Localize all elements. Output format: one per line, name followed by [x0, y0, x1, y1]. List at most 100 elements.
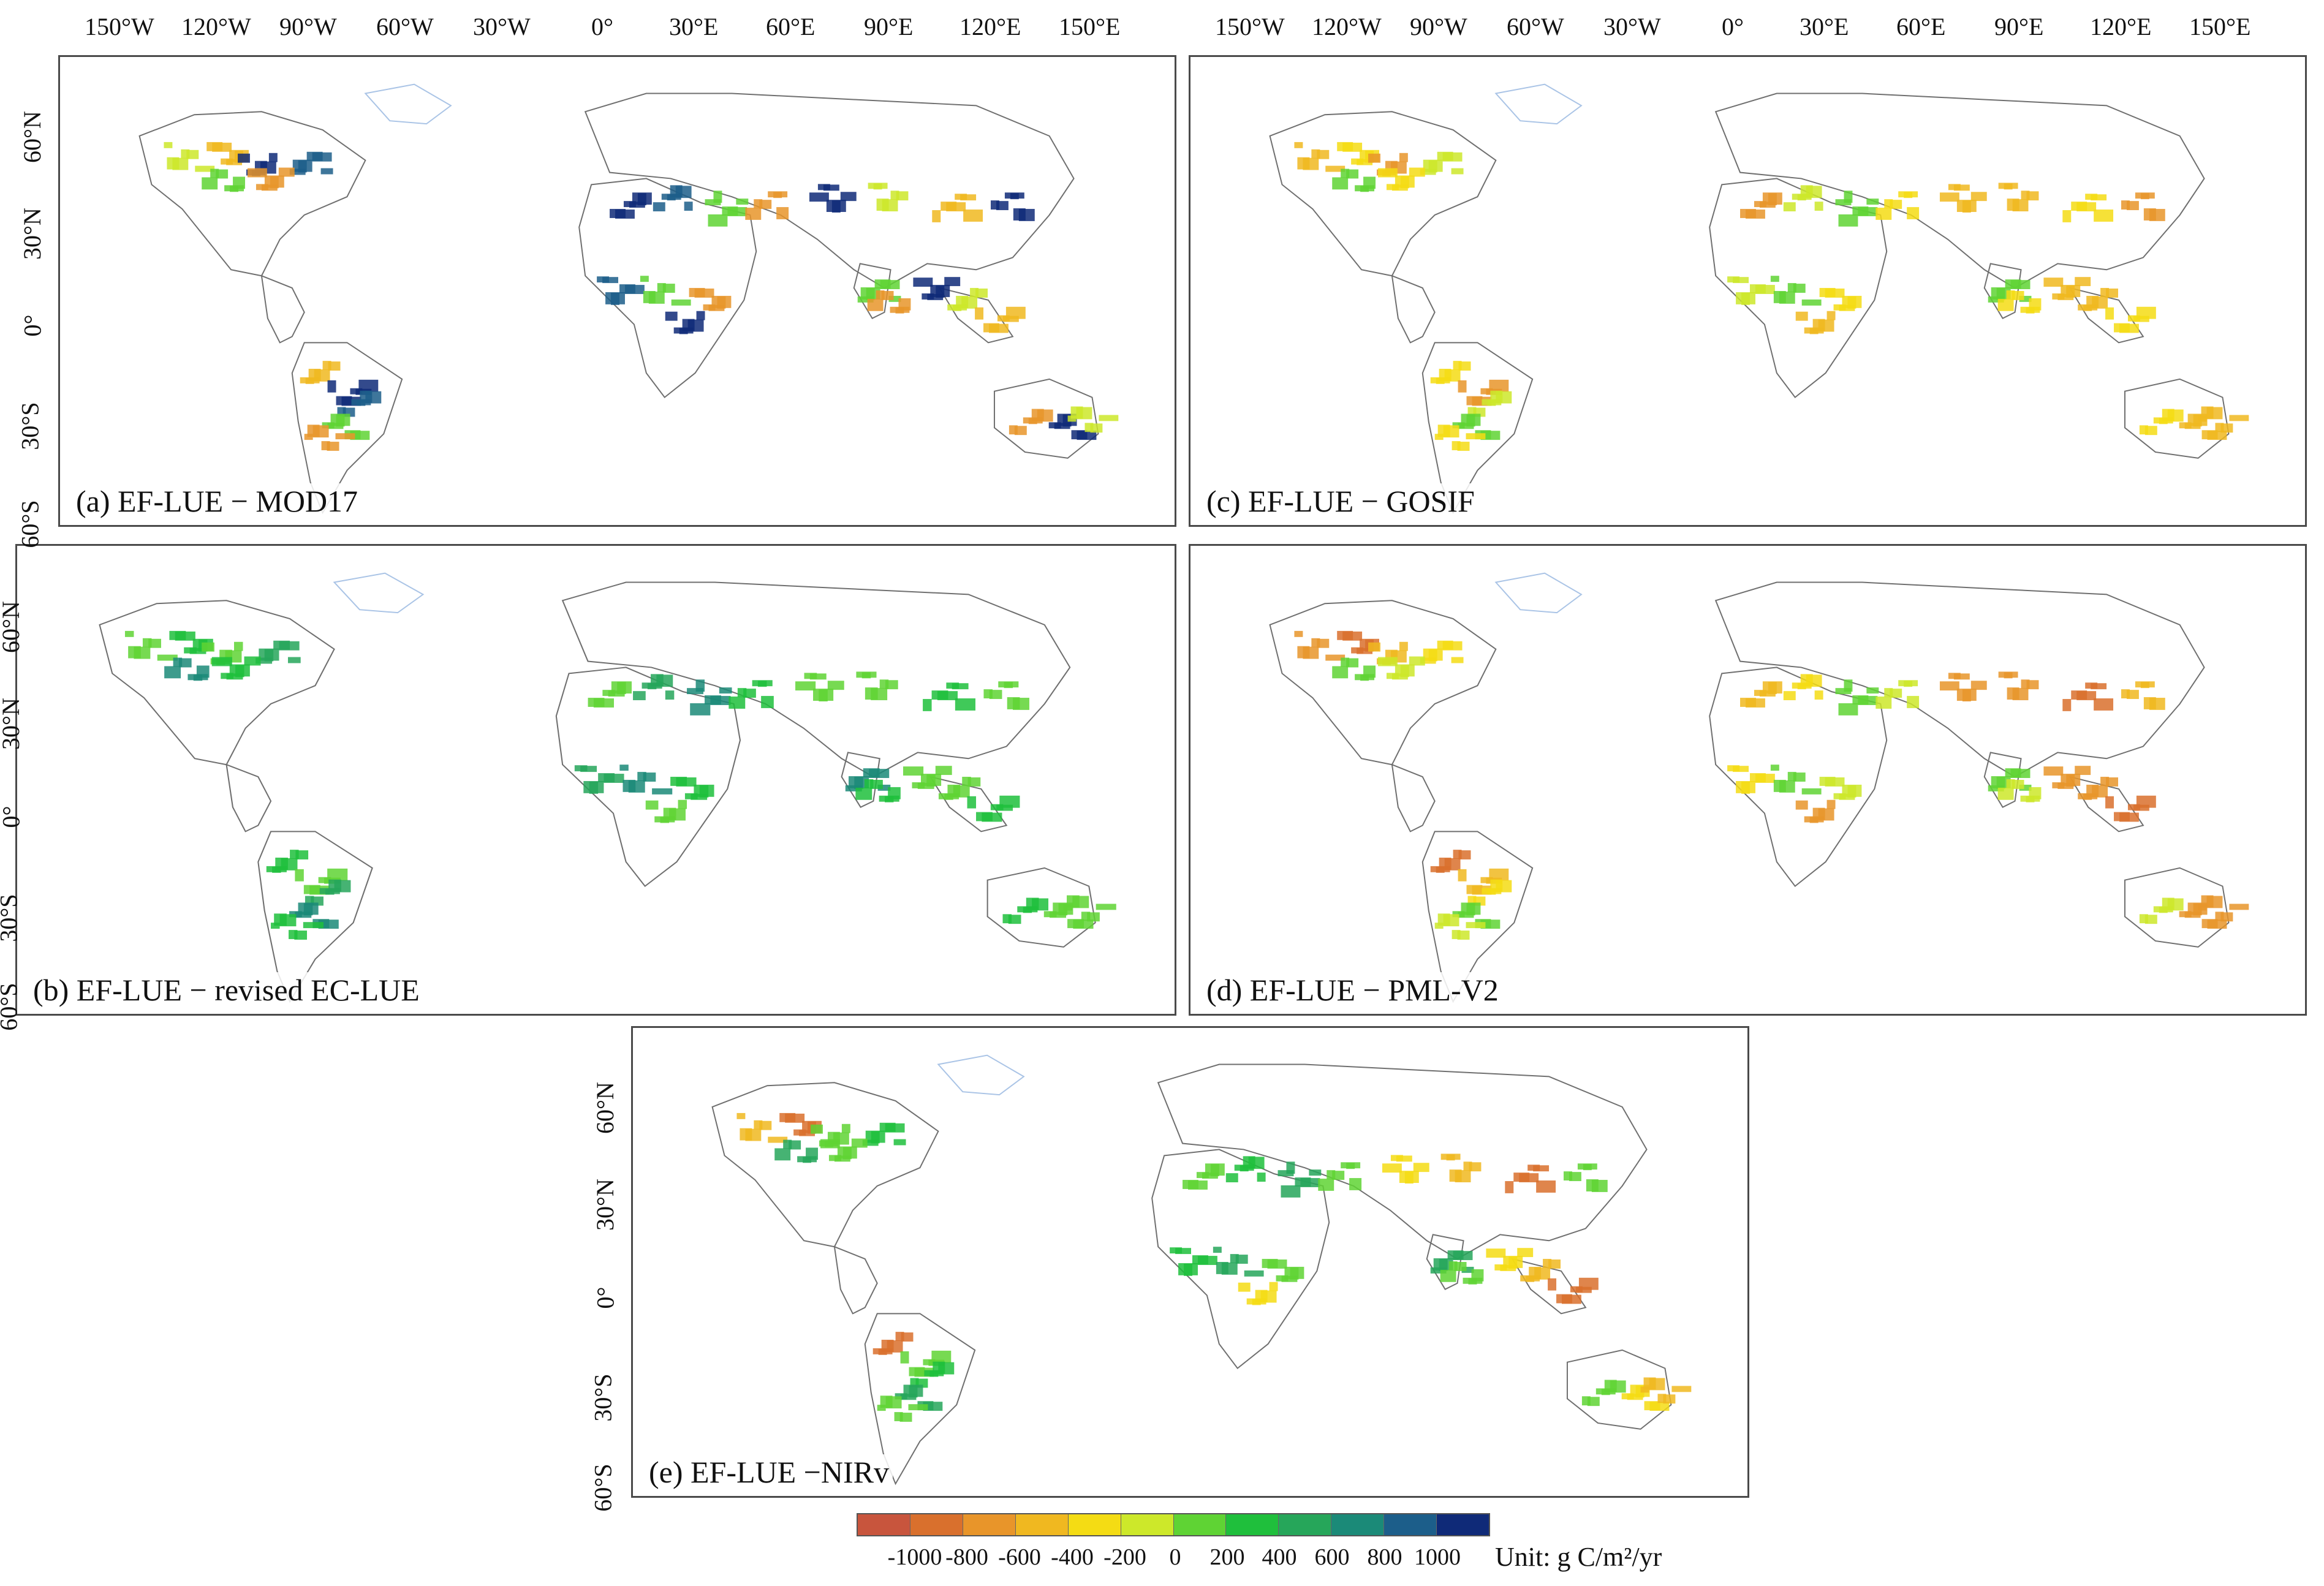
- map-panel-e: (e) EF-LUE −NIRv: [631, 1026, 1749, 1498]
- gpp-difference-cell: [306, 151, 323, 161]
- gpp-difference-cell: [2061, 774, 2081, 786]
- gpp-difference-cell: [233, 641, 243, 651]
- colorbar-swatch: [858, 1514, 910, 1535]
- gpp-difference-cell: [840, 192, 857, 202]
- gpp-difference-cell: [2215, 912, 2224, 921]
- gpp-difference-cell: [952, 683, 969, 690]
- gpp-difference-cell: [1486, 1248, 1506, 1258]
- gpp-difference-cell: [2135, 192, 2155, 199]
- gpp-difference-cell: [1466, 885, 1483, 894]
- gpp-difference-cell: [588, 698, 605, 707]
- gpp-difference-cell: [1643, 1377, 1656, 1390]
- gpp-difference-cell: [2143, 208, 2156, 221]
- lon-tick: 120°W: [1312, 13, 1382, 40]
- gpp-difference-cell: [308, 369, 321, 381]
- gpp-difference-cell: [845, 785, 862, 791]
- gpp-difference-cell: [289, 168, 306, 175]
- gpp-difference-cell: [1363, 176, 1376, 189]
- gpp-difference-cell: [290, 850, 299, 859]
- gpp-difference-cell: [1844, 679, 1853, 692]
- gpp-difference-cell: [870, 780, 883, 789]
- colorbar-swatch: [1279, 1514, 1332, 1535]
- gpp-difference-cell: [941, 202, 957, 211]
- legend-label: 800: [1367, 1544, 1402, 1570]
- gpp-difference-cell: [2201, 406, 2214, 419]
- colorbar-swatch: [1331, 1514, 1385, 1535]
- land-outline: [2069, 776, 2144, 833]
- gpp-difference-cell: [1183, 1180, 1198, 1189]
- land-outline: [993, 378, 1099, 459]
- gpp-difference-cell: [2021, 191, 2030, 200]
- gpp-difference-cell: [268, 153, 278, 162]
- gpp-difference-cell: [2043, 766, 2064, 776]
- legend-label: -800: [945, 1544, 988, 1570]
- gpp-difference-cell: [1575, 1286, 1592, 1293]
- gpp-difference-cell: [1671, 1386, 1692, 1392]
- gpp-difference-cell: [856, 671, 877, 678]
- colorbar-swatch: [1437, 1514, 1489, 1535]
- gpp-difference-cell: [860, 287, 880, 300]
- gpp-difference-cell: [754, 1120, 763, 1130]
- gpp-difference-cell: [922, 293, 934, 300]
- lat-tick: 60°N: [0, 601, 25, 653]
- gpp-difference-cell: [1800, 674, 1813, 687]
- gpp-difference-cell: [2201, 895, 2214, 908]
- gpp-difference-cell: [1377, 657, 1398, 666]
- lon-tick: 120°E: [2090, 13, 2152, 40]
- gpp-difference-cell: [737, 688, 747, 698]
- gpp-difference-cell: [665, 690, 675, 700]
- land-outline: [225, 763, 272, 833]
- land-outline: [711, 1082, 939, 1248]
- gpp-difference-cell: [894, 1412, 903, 1421]
- gpp-difference-cell: [828, 1155, 841, 1161]
- gpp-difference-cell: [2133, 804, 2149, 811]
- gpp-difference-cell: [1866, 687, 1879, 694]
- gpp-difference-cell: [1838, 214, 1858, 227]
- gpp-difference-cell: [2127, 804, 2140, 810]
- gpp-difference-cell: [695, 679, 705, 692]
- gpp-difference-cell: [1423, 159, 1443, 172]
- gpp-difference-cell: [1844, 191, 1853, 203]
- gpp-difference-cell: [1202, 1173, 1218, 1179]
- gpp-difference-cell: [1884, 199, 1893, 209]
- gpp-difference-cell: [2100, 288, 2110, 297]
- gpp-difference-cell: [1377, 168, 1398, 178]
- gpp-difference-cell: [696, 311, 705, 320]
- gpp-difference-cell: [913, 278, 933, 287]
- gpp-difference-cell: [1437, 640, 1453, 650]
- gpp-difference-cell: [1517, 1248, 1534, 1258]
- land-outline: [1151, 1149, 1330, 1370]
- gpp-difference-cell: [789, 1140, 801, 1150]
- gpp-difference-cell: [955, 194, 967, 200]
- lat-tick: 30°S: [589, 1373, 617, 1422]
- gpp-difference-cell: [307, 425, 320, 437]
- gpp-difference-cell: [990, 200, 999, 210]
- gpp-difference-cell: [2071, 202, 2087, 211]
- gpp-difference-cell: [189, 648, 206, 654]
- land-outline: [1269, 111, 1497, 277]
- gpp-difference-cell: [623, 780, 636, 792]
- gpp-difference-cell: [2162, 409, 2174, 421]
- gpp-difference-cell: [841, 1123, 850, 1133]
- gpp-difference-cell: [960, 194, 977, 201]
- gpp-difference-cell: [1269, 1282, 1278, 1291]
- gpp-difference-cell: [1262, 1259, 1278, 1268]
- land-outline: [1709, 178, 1888, 399]
- lat-tick: 30°S: [0, 894, 23, 942]
- gpp-difference-cell: [662, 284, 675, 293]
- gpp-difference-cell: [1988, 785, 2004, 791]
- map-c: [1269, 83, 2249, 515]
- gpp-difference-cell: [1466, 396, 1483, 406]
- gpp-difference-cell: [196, 665, 210, 678]
- lon-tick: 150°W: [1215, 13, 1285, 40]
- gpp-difference-cell: [1067, 895, 1080, 908]
- gpp-difference-cell: [1793, 772, 1806, 782]
- gpp-difference-cell: [795, 681, 816, 691]
- gpp-difference-cell: [328, 879, 341, 892]
- gpp-difference-cell: [619, 765, 629, 771]
- gpp-difference-cell: [888, 787, 901, 799]
- gpp-difference-cell: [2114, 812, 2130, 821]
- gpp-difference-cell: [2179, 422, 2192, 429]
- gpp-difference-cell: [623, 201, 636, 208]
- land-outline: [138, 111, 366, 277]
